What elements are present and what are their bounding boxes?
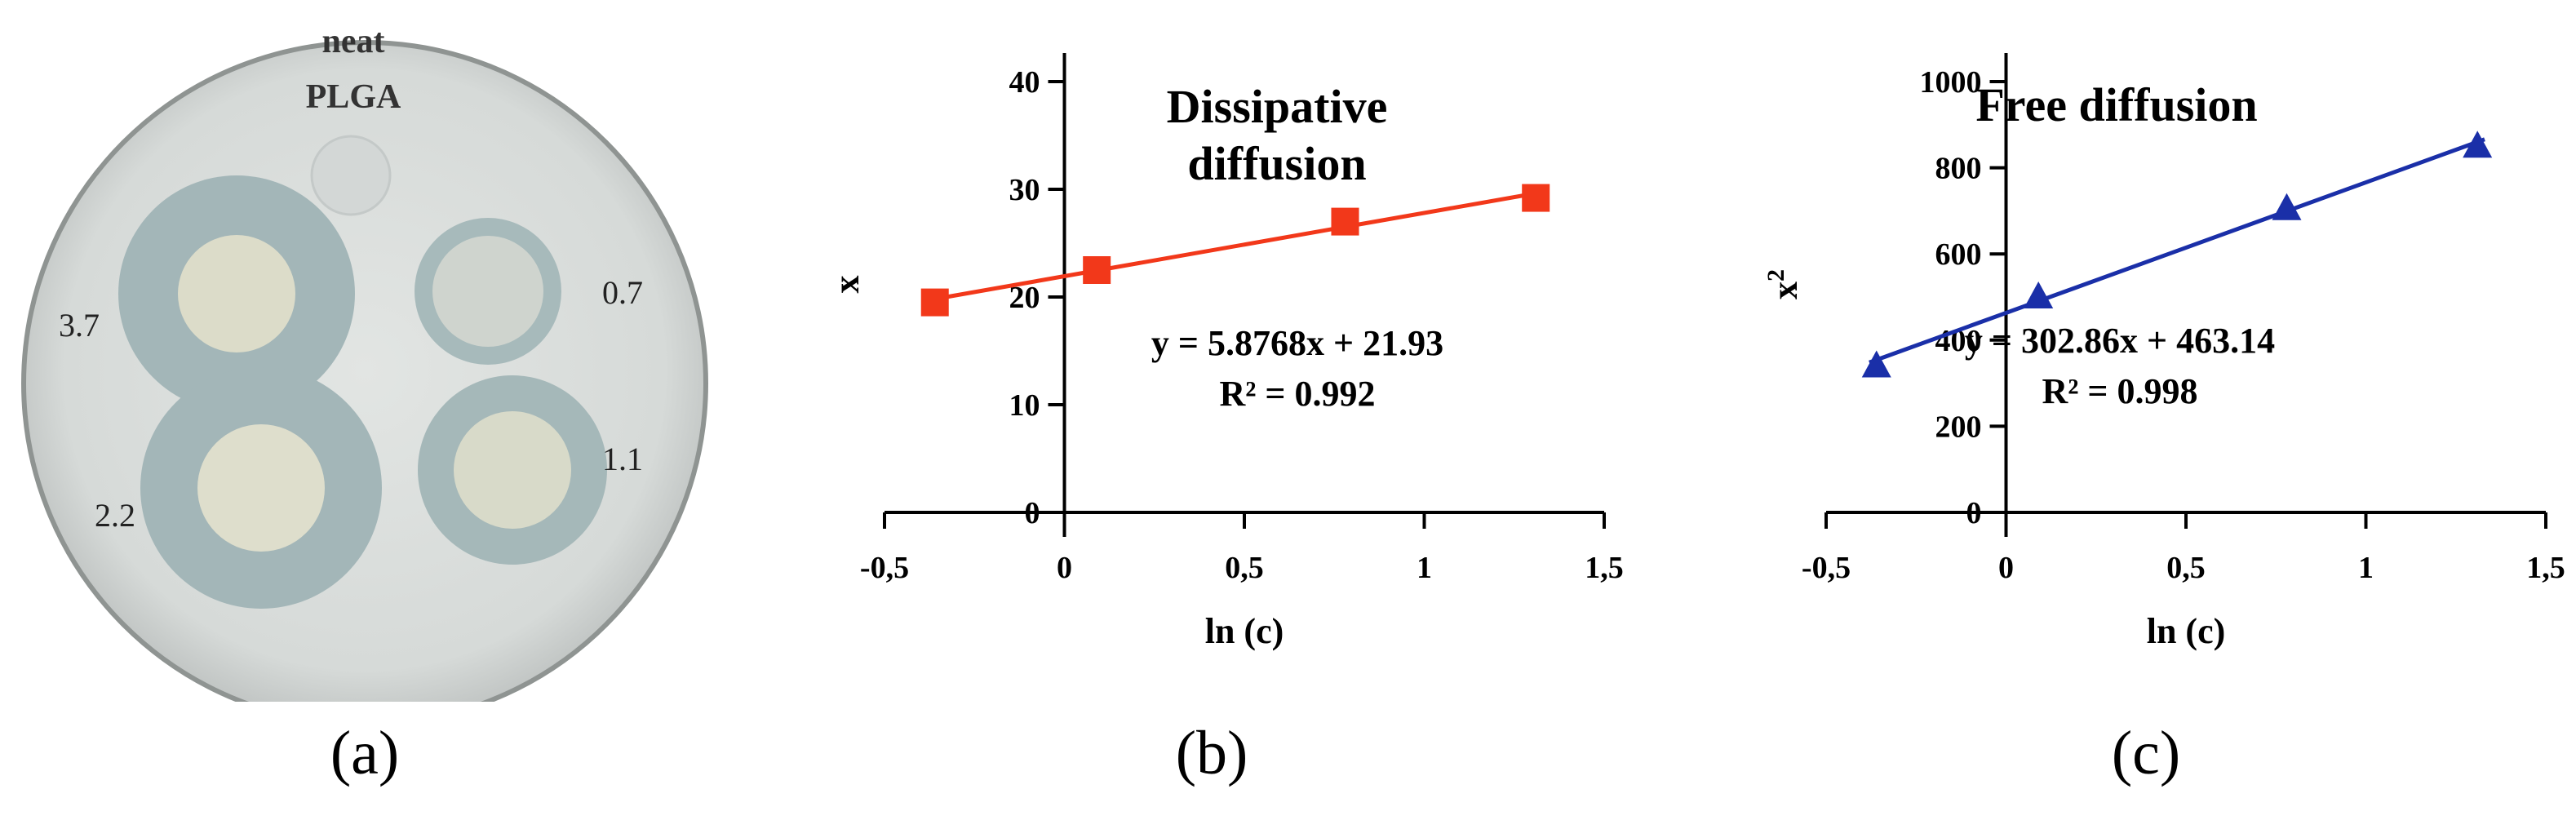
trend-equation: y = 5.8768x + 21.93 bbox=[1151, 323, 1443, 363]
well-label-0-7: 0.7 bbox=[602, 274, 643, 311]
y-tick-label: 30 bbox=[1009, 173, 1040, 207]
chart-title-line1: Dissipative bbox=[1167, 80, 1388, 133]
y-tick-label: 200 bbox=[1935, 410, 1982, 444]
data-point bbox=[2024, 282, 2054, 308]
x-tick-label: 0 bbox=[1998, 551, 2014, 585]
well-label-2-2: 2.2 bbox=[95, 497, 135, 534]
disc-0-7 bbox=[432, 236, 543, 347]
x-axis-label: ln (c) bbox=[1205, 611, 1284, 651]
x-tick-label: 0,5 bbox=[2166, 551, 2206, 585]
disc-3-7 bbox=[178, 235, 295, 352]
x-tick-label: 1,5 bbox=[1585, 551, 1624, 585]
x-tick-label: 0,5 bbox=[1225, 551, 1264, 585]
x-tick-label: 0 bbox=[1057, 551, 1072, 585]
data-point bbox=[2463, 131, 2493, 158]
y-tick-label: 0 bbox=[1025, 496, 1040, 530]
x-tick-label: -0,5 bbox=[1802, 551, 1851, 585]
agar-plate-figure: neat PLGA 3.7 0.7 2.2 1.1 bbox=[21, 23, 708, 727]
x-tick-label: -0,5 bbox=[860, 551, 909, 585]
data-point bbox=[1861, 350, 1891, 378]
well-label-3-7: 3.7 bbox=[59, 307, 100, 344]
y-axis-label: x bbox=[827, 276, 867, 294]
y-tick-label: 1000 bbox=[1920, 65, 1982, 100]
y-tick-label: 800 bbox=[1935, 152, 1982, 186]
x-tick-label: 1 bbox=[1417, 551, 1432, 585]
data-point bbox=[920, 288, 949, 317]
r-squared: R² = 0.992 bbox=[1219, 374, 1375, 414]
x-axis-label: ln (c) bbox=[2147, 611, 2226, 651]
neat-plga-disc bbox=[310, 135, 392, 216]
data-point bbox=[1331, 207, 1359, 236]
y-axis-label: x2 bbox=[1762, 269, 1805, 299]
disc-2-2 bbox=[197, 424, 325, 552]
trendline bbox=[1869, 137, 2485, 365]
data-point bbox=[1522, 184, 1550, 212]
y-tick-label: 0 bbox=[1966, 496, 1982, 530]
r-squared: R² = 0.998 bbox=[2042, 371, 2197, 411]
well-label-1-1: 1.1 bbox=[602, 441, 643, 477]
data-point bbox=[2272, 193, 2302, 220]
panel-b: -0,5 0 0,5 1 1,5 0 10 20 30 40 ln (c) x Dissipative d… bbox=[816, 0, 1632, 829]
trendline bbox=[927, 189, 1544, 303]
trend-equation: y = 302.86x + 463.14 bbox=[1965, 321, 2275, 361]
panel-a: neat PLGA 3.7 0.7 2.2 1.1 (a) bbox=[0, 0, 734, 829]
y-tick-label: 40 bbox=[1009, 65, 1040, 100]
chart-title-line1: Free diffusion bbox=[1975, 78, 2257, 131]
panel-c: -0,5 0 0,5 1 1,5 0 200 400 600 800 1000 ln (c) x2 Fre… bbox=[1754, 0, 2576, 829]
caption-c: (c) bbox=[2111, 719, 2181, 787]
neat-label: neat bbox=[322, 23, 385, 60]
caption-b: (b) bbox=[1175, 719, 1248, 787]
x-tick-label: 1 bbox=[2358, 551, 2374, 585]
caption-a: (a) bbox=[330, 719, 400, 787]
disc-1-1 bbox=[454, 411, 571, 529]
data-point bbox=[1083, 256, 1111, 284]
plga-label: PLGA bbox=[306, 78, 401, 116]
y-tick-label: 600 bbox=[1935, 237, 1982, 272]
x-tick-label: 1,5 bbox=[2526, 551, 2565, 585]
chart-title-line2: diffusion bbox=[1187, 137, 1366, 190]
y-tick-label: 10 bbox=[1009, 388, 1040, 423]
